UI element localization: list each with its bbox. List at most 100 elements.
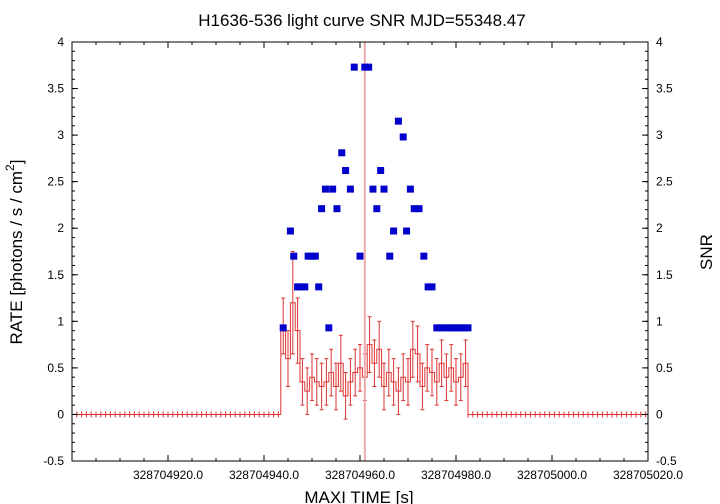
x-tick-label: 328705020.0: [613, 468, 683, 482]
y-tick-label-right: 3.5: [656, 82, 673, 96]
rate-error-bar: [439, 339, 444, 388]
y-tick-label-left: 0: [57, 407, 64, 421]
rate-error-bar: [358, 344, 362, 392]
x-tick-label: 328704940.0: [229, 468, 299, 482]
rate-error-bar: [444, 353, 449, 401]
y-tick-label-right: 1: [656, 314, 663, 328]
snr-point: [338, 149, 346, 157]
y-tick-label-left: 1.5: [47, 268, 64, 282]
x-tick-label: 328704920.0: [133, 468, 203, 482]
rate-error-bar: [463, 339, 468, 388]
y-tick-label-right: 3: [656, 128, 663, 142]
snr-point: [410, 205, 418, 213]
snr-point: [390, 227, 398, 235]
rate-error-bar: [324, 358, 329, 406]
snr-point: [321, 185, 329, 193]
rate-error-bar: [406, 358, 410, 406]
snr-point: [403, 227, 411, 235]
rate-error-bar: [310, 353, 314, 401]
snr-point: [361, 63, 369, 71]
snr-point: [301, 283, 309, 291]
snr-point: [350, 63, 358, 71]
snr-point: [342, 166, 350, 174]
rate-error-bar: [343, 372, 348, 420]
x-tick-label: 328704960.0: [325, 468, 395, 482]
y-tick-label-left: 2: [57, 221, 64, 235]
snr-point: [399, 133, 407, 141]
rate-error-bar: [367, 316, 372, 374]
snr-point: [460, 324, 468, 332]
snr-point: [424, 283, 432, 291]
snr-point: [446, 324, 454, 332]
chart-title: H1636-536 light curve SNR MJD=55348.47: [198, 11, 525, 30]
rate-error-bar: [300, 358, 305, 406]
y-tick-label-left: 3.5: [47, 82, 64, 96]
snr-point: [386, 252, 394, 260]
y-tick-label-right: 2.5: [656, 175, 673, 189]
axis-tick-labels: -0.5 -0.5 0 0 0.5 0.5 1 1 1.5 1.5 2 2 2.5 2.5 3 3 3.5 3.5…: [43, 35, 683, 482]
rate-error-bar: [334, 362, 338, 411]
snr-point: [428, 283, 436, 291]
rate-error-bar: [396, 367, 401, 415]
x-axis-label: MAXI TIME [s]: [304, 488, 413, 504]
y-tick-label-right: 2: [656, 221, 663, 235]
snr-point: [433, 324, 441, 332]
axis-ticks: [71, 41, 649, 462]
plot-area: [71, 42, 648, 461]
snr-point: [365, 63, 373, 71]
snr-point: [279, 324, 287, 332]
rate-error-bar: [391, 358, 396, 406]
rate-error-bar: [372, 339, 377, 388]
rate-error-bar: [386, 348, 391, 397]
y-axis-label-main: RATE [photons / s / cm: [7, 171, 26, 345]
rate-error-bar: [420, 362, 425, 411]
y-axis-label-close: ]: [7, 160, 26, 165]
rate-error-bar: [401, 353, 406, 401]
y-tick-label-right: 1.5: [656, 268, 673, 282]
y-tick-label-left: 3: [57, 128, 64, 142]
y-tick-label-left: 0.5: [47, 361, 64, 375]
rate-error-bar: [410, 320, 415, 378]
rate-error-bar: [329, 348, 334, 397]
rate-error-bar: [314, 358, 319, 406]
snr-point: [453, 324, 461, 332]
snr-point: [315, 283, 323, 291]
snr-point: [438, 324, 446, 332]
y-tick-label-right: 0: [656, 407, 663, 421]
snr-point: [420, 252, 428, 260]
rate-error-bar: [290, 251, 295, 355]
snr-point: [318, 205, 326, 213]
rate-error-bar: [348, 358, 353, 406]
rate-error-bar: [382, 362, 386, 411]
snr-point: [304, 252, 312, 260]
snr-point: [464, 324, 472, 332]
snr-point: [311, 252, 319, 260]
snr-point: [369, 185, 377, 193]
snr-point: [377, 166, 385, 174]
rate-error-bar: [415, 325, 420, 383]
y-tick-label-right: 0.5: [656, 361, 673, 375]
rate-error-bar: [434, 358, 439, 406]
snr-point: [415, 205, 423, 213]
y-tick-label-left: -0.5: [43, 454, 64, 468]
x-tick-label: 328705000.0: [517, 468, 587, 482]
snr-point: [394, 117, 402, 125]
rate-error-bar: [305, 367, 310, 415]
snr-point: [286, 227, 294, 235]
rate-error-bar: [449, 344, 454, 392]
y-axis-label-left: RATE [photons / s / cm2]: [3, 160, 26, 345]
snr-point: [294, 283, 302, 291]
snr-point: [329, 185, 337, 193]
x-tick-label: 328704980.0: [421, 468, 491, 482]
rate-error-bar: [425, 344, 430, 392]
y-tick-label-left: 2.5: [47, 175, 64, 189]
snr-point: [373, 205, 381, 213]
snr-point: [356, 252, 364, 260]
rate-error-bar: [338, 334, 343, 392]
snr-point: [325, 324, 333, 332]
y-axis-label-superscript: 2: [3, 164, 17, 171]
y-tick-label-left: 4: [57, 35, 64, 49]
y-tick-label-left: 1: [57, 314, 64, 328]
